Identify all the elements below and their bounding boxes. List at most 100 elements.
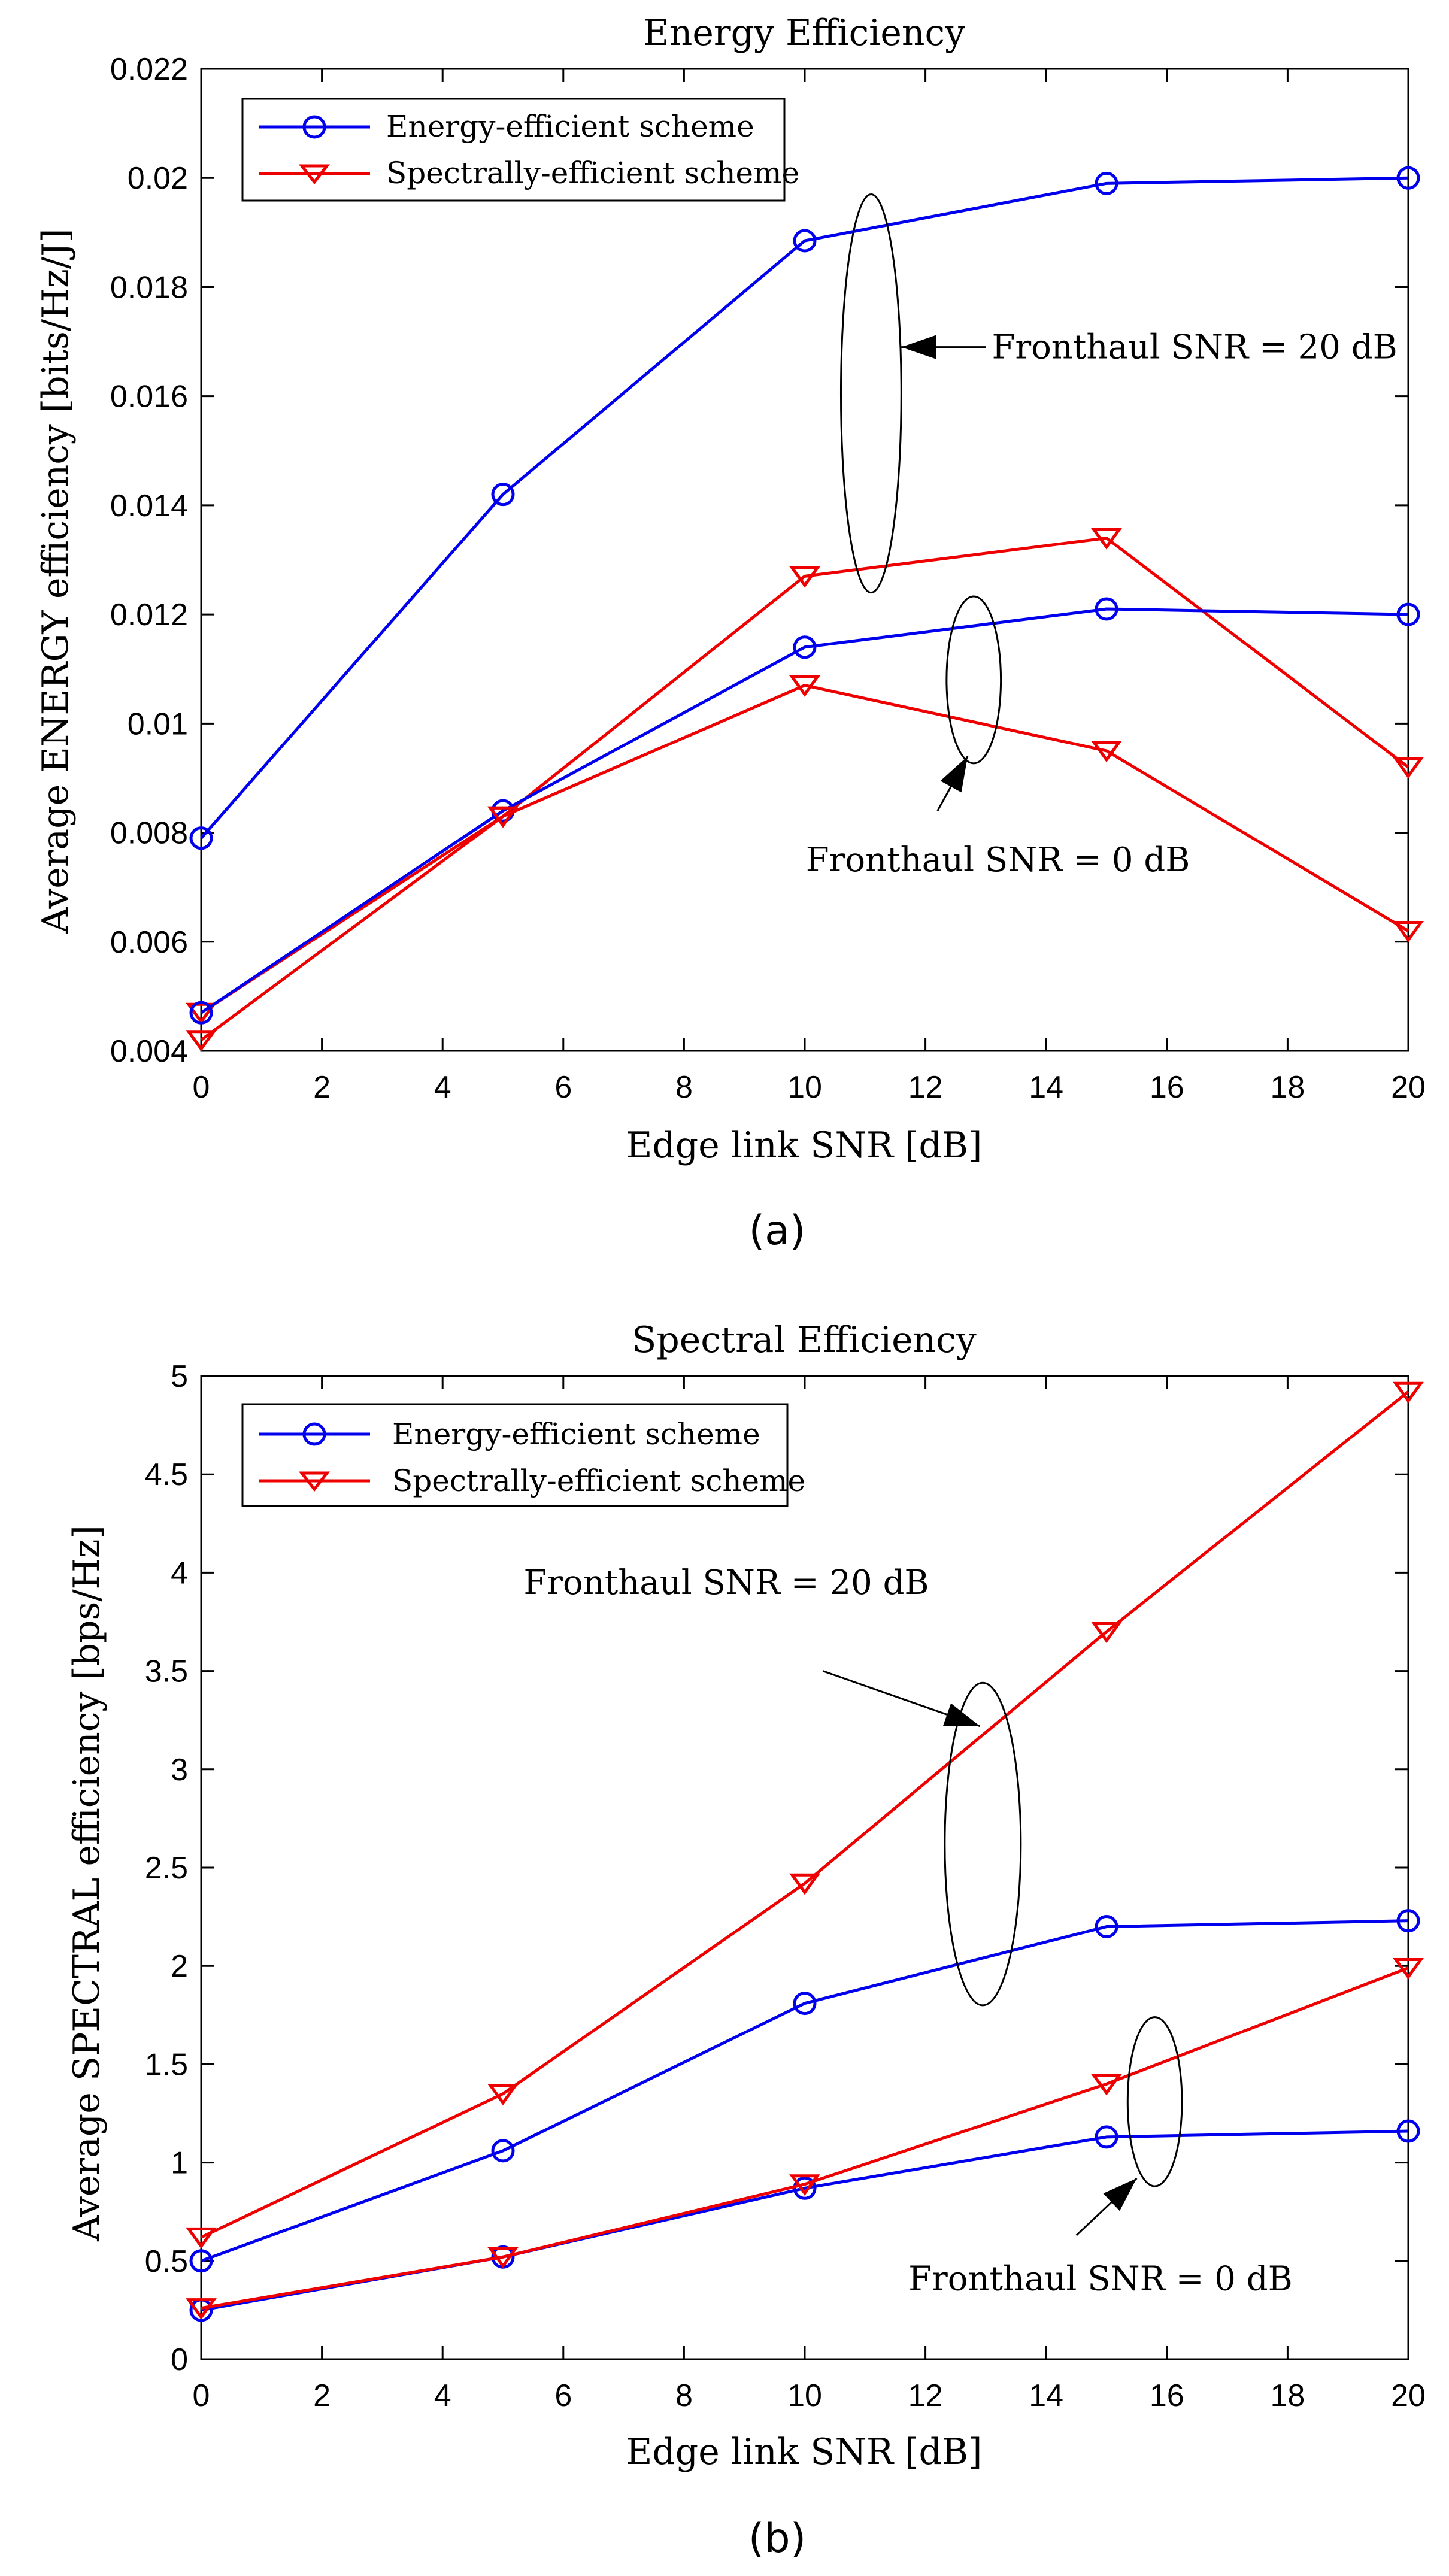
chart-b-x-tick-label: 4 xyxy=(434,2378,451,2413)
chart-a-point-energy xyxy=(1396,602,1420,626)
chart-b-point-energy xyxy=(1095,1915,1118,1939)
chart-b-point-energy xyxy=(1396,1909,1420,1933)
chart-b-legend-down-triangle-marker-icon xyxy=(298,1471,331,1492)
chart-b-point-spectral xyxy=(1091,2074,1122,2096)
chart-b-point-spectral xyxy=(789,2174,820,2196)
chart-a-annotation-label: Fronthaul SNR = 0 dB xyxy=(806,841,1190,880)
chart-b-annotation-arrowhead-icon xyxy=(1103,2178,1137,2211)
chart-a-point-energy xyxy=(793,635,817,659)
chart-b-series-line-spectral-fronthaul-0dB xyxy=(201,1966,1409,2310)
chart-b-x-tick-label: 20 xyxy=(1391,2378,1426,2413)
chart-b-x-tick-label: 0 xyxy=(193,2378,210,2413)
chart-a-y-tick-label: 0.012 xyxy=(110,598,188,632)
chart-b-y-tick-label: 0 xyxy=(171,2342,188,2377)
chart-a-annotation-arrowhead-icon xyxy=(940,756,968,793)
chart-a-legend-spectral-label: Spectrally-efficient scheme xyxy=(386,156,799,190)
chart-b-x-tick-label: 2 xyxy=(313,2378,331,2413)
chart-a-point-spectral xyxy=(789,675,820,697)
chart-a-annotation-ellipse xyxy=(839,193,902,594)
chart-b-y-tick-label: 4.5 xyxy=(145,1457,188,1492)
chart-a-point-spectral xyxy=(1091,741,1122,763)
chart-b-x-tick-label: 16 xyxy=(1150,2378,1184,2413)
chart-a-series-line-energy-fronthaul-20dB xyxy=(200,176,1409,840)
chart-b-x-tick-label: 6 xyxy=(554,2378,572,2413)
chart-b-annotations: Fronthaul SNR = 20 dB Fronthaul SNR = 0 d… xyxy=(523,1563,1292,2299)
chart-b-point-spectral xyxy=(186,2298,217,2320)
chart-a-axes: 0 2 4 6 8 10 12 14 16 18 20 0.004 0.006 0.008 0.01 0.01… xyxy=(110,52,1426,1105)
chart-b-series-group xyxy=(186,1381,1424,2322)
chart-a-x-tick-label: 18 xyxy=(1270,1070,1305,1105)
chart-a-annotation-arrowhead-icon xyxy=(901,335,936,359)
chart-b-legend-spectral-label: Spectrally-efficient scheme xyxy=(392,1463,805,1498)
chart-a-point-spectral xyxy=(487,806,519,828)
chart-b-y-tick-label: 2.5 xyxy=(145,1851,188,1886)
chart-b-point-spectral xyxy=(487,2084,519,2105)
chart-b-point-spectral xyxy=(1091,1622,1122,1644)
chart-a-y-tick-label: 0.022 xyxy=(110,52,188,87)
chart-a-x-tick-label: 14 xyxy=(1029,1070,1063,1105)
chart-a-point-spectral xyxy=(1091,528,1122,550)
chart-a-point-spectral xyxy=(789,566,820,588)
chart-b-x-tick-label: 12 xyxy=(908,2378,943,2413)
chart-b-annotation-label: Fronthaul SNR = 20 dB xyxy=(523,1563,929,1602)
chart-a-x-tick-label: 4 xyxy=(434,1070,451,1105)
chart-a-y-tick-label: 0.02 xyxy=(128,161,188,196)
chart-a-point-energy xyxy=(189,1001,213,1025)
chart-a-point-spectral xyxy=(186,1030,217,1052)
chart-b-annotation-label: Fronthaul SNR = 0 dB xyxy=(908,2259,1293,2298)
chart-a-legend-box xyxy=(241,98,786,202)
chart-b-legend-box xyxy=(241,1403,789,1507)
chart-b-series-line-spectral-fronthaul-20dB xyxy=(200,1390,1409,2239)
chart-a-x-tick-label: 16 xyxy=(1150,1070,1184,1105)
chart-a-series-line-spectral-fronthaul-20dB xyxy=(200,537,1409,1014)
chart-b-y-tick-label: 4 xyxy=(171,1556,188,1590)
chart-b-x-tick-label: 8 xyxy=(675,2378,693,2413)
chart-a-series-line-energy-fronthaul-0dB xyxy=(200,607,1409,1014)
chart-a-ylabel: Average ENERGY efficiency [bits/Hz/J] xyxy=(35,228,77,934)
chart-a-series-line-spectral-fronthaul-0dB xyxy=(200,684,1409,1041)
chart-a-x-tick-label: 12 xyxy=(908,1070,943,1105)
chart-b-xlabel: Edge link SNR [dB] xyxy=(626,2431,983,2473)
chart-a-legend: Energy-efficient scheme Spectrally-effic… xyxy=(241,98,799,202)
chart-b-annotation-ellipse xyxy=(944,1681,1022,2007)
chart-b-point-energy xyxy=(189,2249,213,2273)
chart-a-point-energy xyxy=(491,483,515,507)
chart-a-x-tick-label: 6 xyxy=(554,1070,572,1105)
chart-a-annotation-label: Fronthaul SNR = 20 dB xyxy=(992,328,1397,367)
chart-b-point-energy xyxy=(1396,2119,1420,2143)
chart-b-point-spectral xyxy=(1393,1957,1424,1980)
chart-b-x-tick-label: 10 xyxy=(787,2378,822,2413)
chart-a-point-energy xyxy=(1095,171,1118,195)
chart-b-legend: Energy-efficient scheme Spectrally-effic… xyxy=(241,1403,805,1507)
chart-a-point-spectral xyxy=(186,1002,217,1025)
chart-a-point-energy xyxy=(1396,166,1420,190)
chart-a-legend-down-triangle-marker-icon xyxy=(298,164,331,185)
chart-a-x-tick-label: 20 xyxy=(1391,1070,1426,1105)
chart-b-y-tick-label: 2 xyxy=(171,1949,188,1984)
chart-b-axes: 0 2 4 6 8 10 12 14 16 18 20 0 0.5 1 1.5 2 2.5 3 3.5 4 4.5 5 xyxy=(145,1359,1426,2413)
chart-a-y-tick-label: 0.014 xyxy=(110,489,188,523)
chart-a-x-tick-label: 2 xyxy=(313,1070,331,1105)
chart-b-y-tick-label: 5 xyxy=(171,1359,188,1394)
chart-a-y-tick-label: 0.004 xyxy=(110,1034,188,1069)
chart-a: Energy Efficiency 0 2 4 6 8 10 12 14 16 18 20 0.004… xyxy=(35,12,1426,1254)
chart-b-ylabel: Average SPECTRAL efficiency [bps/Hz] xyxy=(66,1525,108,2242)
chart-a-point-spectral xyxy=(1393,757,1424,779)
chart-b-point-spectral xyxy=(1393,1381,1424,1404)
chart-a-point-energy xyxy=(189,826,213,850)
chart-b-point-spectral xyxy=(487,2247,519,2269)
chart-b-y-tick-label: 0.5 xyxy=(145,2244,188,2279)
chart-a-xlabel: Edge link SNR [dB] xyxy=(626,1125,983,1166)
chart-b-y-tick-label: 1 xyxy=(171,2146,188,2181)
chart-a-point-energy xyxy=(1095,597,1118,621)
chart-a-title: Energy Efficiency xyxy=(643,12,965,54)
chart-b-caption: (b) xyxy=(748,2515,806,2562)
chart-a-annotation-ellipse xyxy=(945,595,1002,765)
chart-a-legend-circle-marker-icon xyxy=(302,115,326,139)
chart-a-y-tick-label: 0.01 xyxy=(128,707,188,741)
chart-a-legend-energy-label: Energy-efficient scheme xyxy=(386,109,754,144)
chart-b-x-tick-label: 14 xyxy=(1029,2378,1063,2413)
chart-b-point-energy xyxy=(1095,2125,1118,2149)
